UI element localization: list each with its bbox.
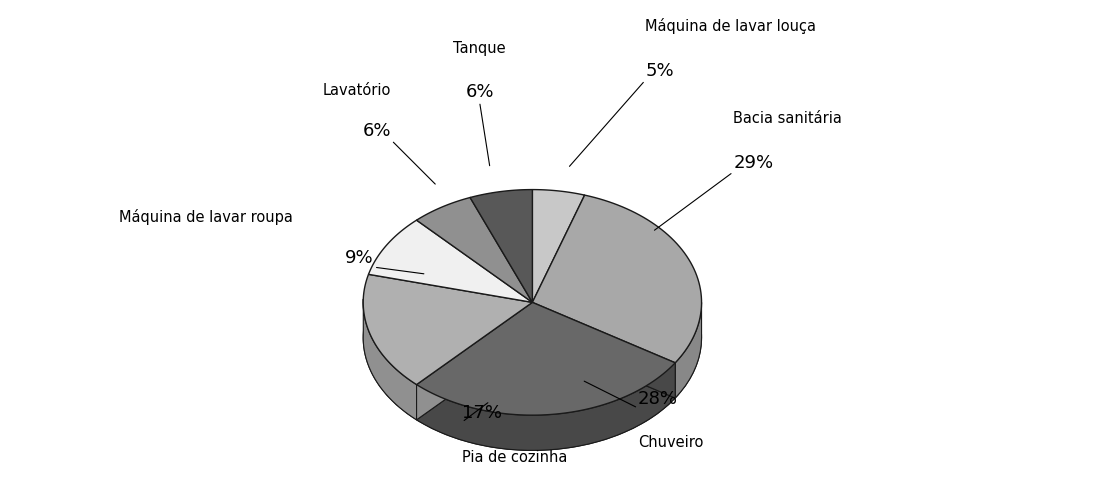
Text: 5%: 5% bbox=[646, 62, 674, 80]
Text: 28%: 28% bbox=[638, 390, 678, 408]
Text: Tanque: Tanque bbox=[453, 40, 506, 56]
Polygon shape bbox=[470, 190, 532, 302]
Text: Pia de cozinha: Pia de cozinha bbox=[462, 450, 568, 465]
Polygon shape bbox=[417, 302, 675, 415]
Polygon shape bbox=[532, 190, 585, 302]
Polygon shape bbox=[532, 195, 702, 363]
Text: 6%: 6% bbox=[363, 122, 392, 140]
Polygon shape bbox=[417, 302, 532, 420]
Text: Bacia sanitária: Bacia sanitária bbox=[734, 111, 843, 126]
Polygon shape bbox=[532, 302, 675, 398]
Polygon shape bbox=[368, 220, 532, 302]
Polygon shape bbox=[417, 363, 675, 451]
Text: Chuveiro: Chuveiro bbox=[638, 436, 704, 451]
Text: 9%: 9% bbox=[345, 249, 374, 267]
Polygon shape bbox=[417, 198, 532, 302]
Text: 6%: 6% bbox=[465, 83, 494, 101]
Polygon shape bbox=[363, 299, 417, 420]
Ellipse shape bbox=[363, 225, 702, 451]
Text: Lavatório: Lavatório bbox=[323, 83, 392, 98]
Text: 29%: 29% bbox=[734, 154, 773, 172]
Text: 17%: 17% bbox=[462, 404, 502, 422]
Polygon shape bbox=[532, 302, 675, 398]
Polygon shape bbox=[417, 302, 532, 420]
Polygon shape bbox=[675, 302, 702, 398]
Text: Máquina de lavar roupa: Máquina de lavar roupa bbox=[119, 209, 293, 225]
Text: Máquina de lavar louça: Máquina de lavar louça bbox=[646, 18, 816, 34]
Polygon shape bbox=[363, 274, 532, 385]
